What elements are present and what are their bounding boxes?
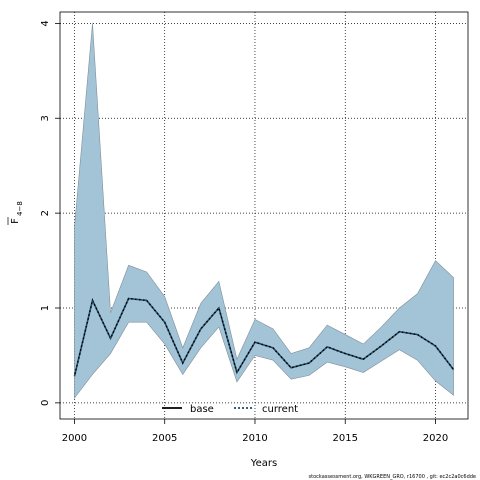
legend-label-current: current: [262, 404, 298, 415]
series-line-current: [73, 297, 455, 377]
y-axis-title: F 4−8: [7, 201, 24, 225]
x-tick-label: 2020: [423, 433, 448, 444]
plot-area-border: [59, 11, 469, 420]
confidence-band: [74, 23, 454, 400]
y-tick-label: 3: [40, 115, 51, 121]
footer-credit: stockassessment.org, WKGREEN_GRO, r16700…: [309, 474, 476, 480]
x-axis-title: Years: [250, 458, 277, 469]
legend: base current: [162, 404, 298, 415]
y-axis-title-subscript: 4−8: [16, 201, 24, 216]
x-tick-label: 2005: [152, 433, 177, 444]
y-axis-ticks: 0 1 2 3 4: [40, 20, 60, 406]
legend-label-base: base: [190, 404, 214, 415]
y-axis-title-main: F: [10, 218, 21, 224]
y-tick-label: 0: [40, 400, 51, 406]
x-tick-label: 2010: [242, 433, 267, 444]
x-axis-ticks: 2000 2005 2010 2015 2020: [62, 419, 448, 444]
x-tick-label: 2015: [333, 433, 358, 444]
y-tick-label: 4: [40, 20, 51, 26]
y-tick-label: 1: [40, 305, 51, 311]
y-tick-label: 2: [40, 210, 51, 216]
x-tick-label: 2000: [62, 433, 87, 444]
